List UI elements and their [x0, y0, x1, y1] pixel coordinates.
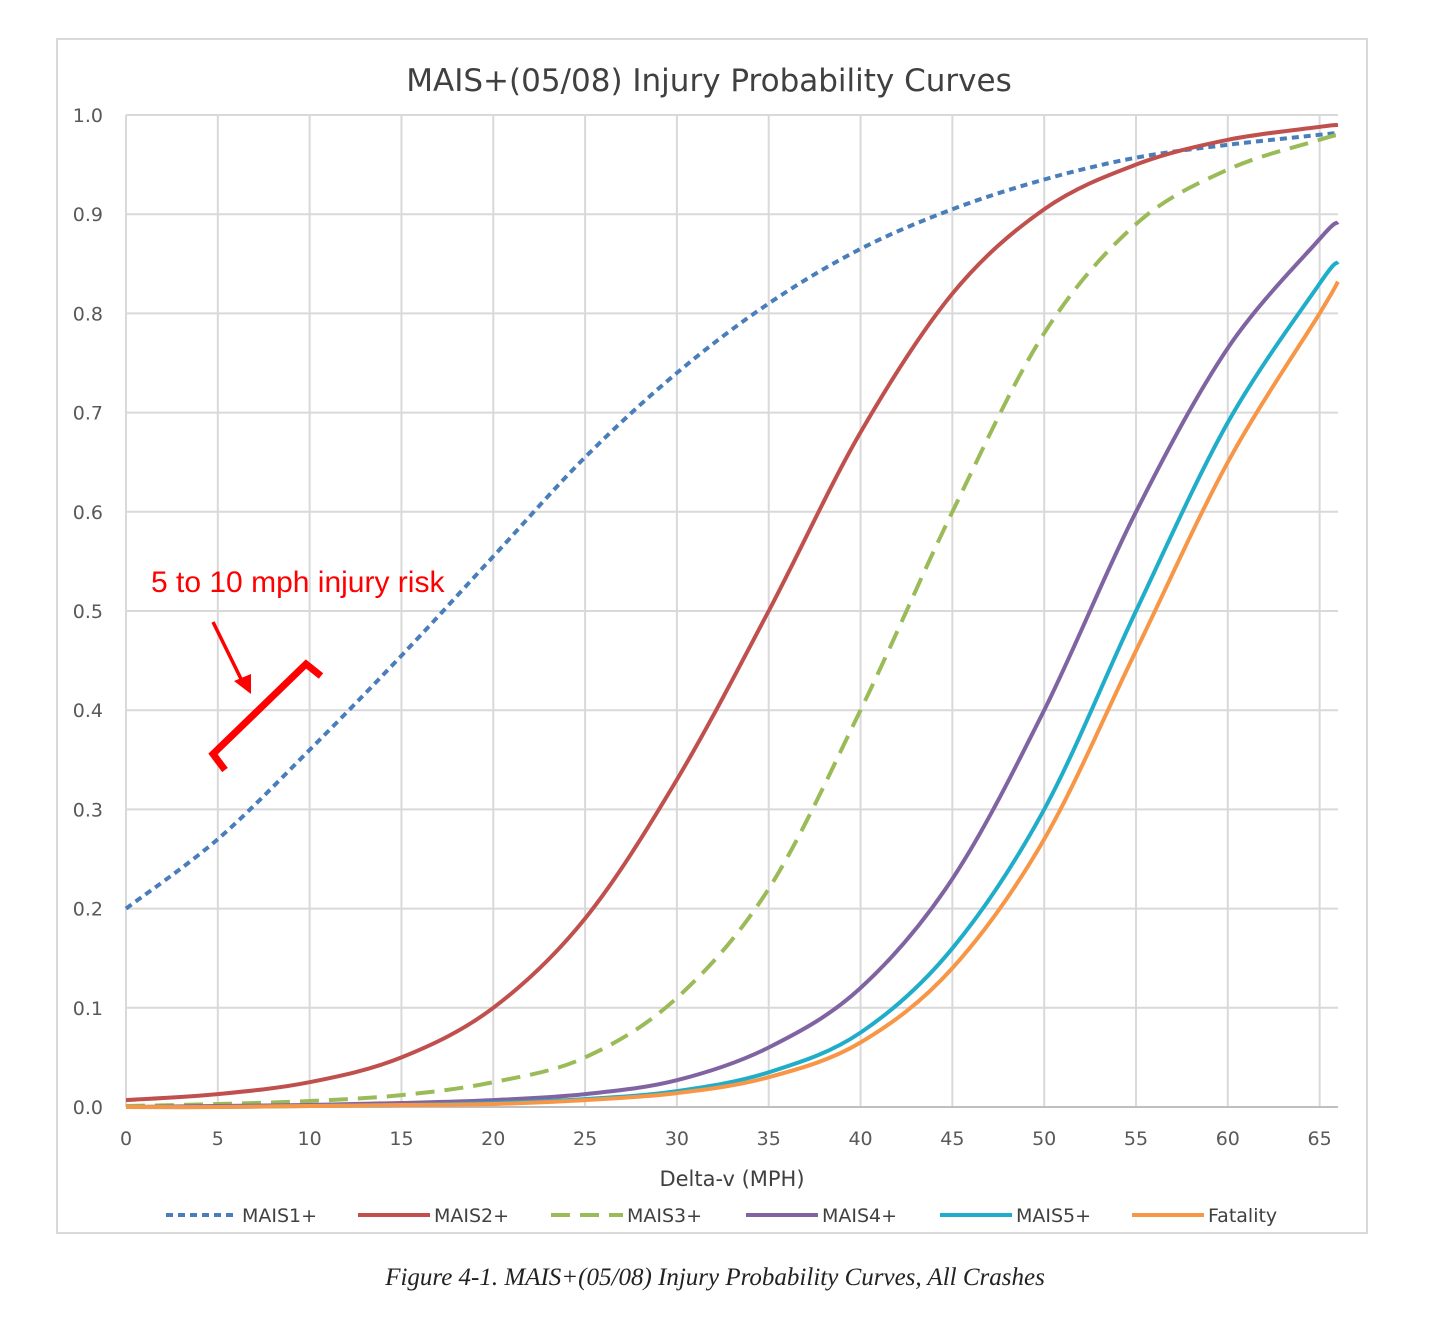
legend-label-mais5: MAIS5+ [1016, 1205, 1091, 1227]
x-tick-label: 60 [1216, 1128, 1240, 1150]
y-tick-label: 0.9 [73, 204, 103, 226]
y-tick-label: 0.4 [73, 700, 103, 722]
y-tick-label: 0.8 [73, 303, 103, 325]
legend-label-mais3: MAIS3+ [627, 1205, 702, 1227]
legend-label-mais4: MAIS4+ [822, 1205, 897, 1227]
x-axis-ticks: 0 5 10 15 20 25 30 35 40 45 50 55 60 65 [120, 1128, 1332, 1150]
annotation-arrow [211, 621, 251, 694]
series-line-fatality [125, 280, 1340, 1110]
chart-title: MAIS+(05/08) Injury Probability Curves [406, 63, 1011, 99]
annotation-text: 5 to 10 mph injury risk [151, 566, 445, 599]
y-tick-label: 0.5 [73, 601, 103, 623]
x-tick-label: 35 [757, 1128, 781, 1150]
x-tick-label: 65 [1308, 1128, 1332, 1150]
x-tick-label: 0 [120, 1128, 132, 1150]
x-tick-label: 20 [481, 1128, 505, 1150]
annotation: 5 to 10 mph injury risk [151, 566, 445, 773]
x-tick-label: 15 [389, 1128, 413, 1150]
x-tick-label: 10 [298, 1128, 322, 1150]
y-tick-label: 0.0 [73, 1097, 103, 1119]
x-tick-label: 30 [665, 1128, 689, 1150]
y-axis-ticks: 0.0 0.1 0.2 0.3 0.4 0.5 0.6 0.7 0.8 0.9 1.0 [73, 105, 103, 1119]
x-tick-label: 40 [848, 1128, 872, 1150]
y-tick-label: 0.6 [73, 502, 103, 524]
annotation-bracket [208, 659, 324, 773]
legend-label-mais2: MAIS2+ [434, 1205, 509, 1227]
x-tick-label: 55 [1124, 1128, 1148, 1150]
legend-label-fatality: Fatality [1208, 1205, 1277, 1227]
chart: MAIS+(05/08) Injury Probability Curves 0… [73, 63, 1340, 1227]
y-tick-label: 0.1 [73, 998, 103, 1020]
series-line-mais3 [125, 132, 1339, 1108]
chart-frame [56, 38, 1368, 1234]
series-line-mais1 [124, 130, 1339, 911]
x-tick-label: 5 [212, 1128, 224, 1150]
legend: MAIS1+ MAIS2+ MAIS3+ MAIS4+ MAIS5+ Fatality [166, 1205, 1277, 1227]
x-tick-label: 50 [1032, 1128, 1056, 1150]
x-tick-label: 25 [573, 1128, 597, 1150]
y-tick-label: 0.2 [73, 899, 103, 921]
series-line-mais2 [125, 122, 1339, 1103]
y-tick-label: 0.7 [73, 403, 103, 425]
x-tick-label: 45 [940, 1128, 964, 1150]
series-lines [124, 122, 1340, 1110]
x-axis-label: Delta-v (MPH) [659, 1167, 804, 1191]
y-tick-label: 1.0 [73, 105, 103, 127]
legend-label-mais1: MAIS1+ [242, 1205, 317, 1227]
figure-caption: Figure 4-1. MAIS+(05/08) Injury Probabil… [385, 1264, 1045, 1291]
y-tick-label: 0.3 [73, 799, 103, 821]
